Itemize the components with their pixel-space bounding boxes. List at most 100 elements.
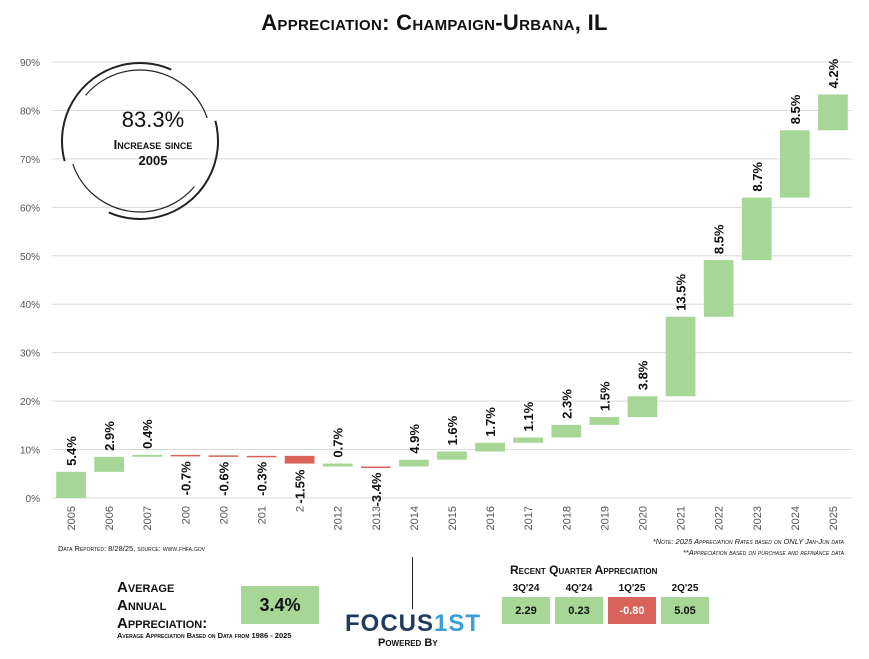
- x-tick-label: 2005: [66, 506, 78, 530]
- quarter-value-box: 0.23: [555, 597, 603, 624]
- waterfall-bar: [284, 455, 315, 464]
- data-label: 4.2%: [826, 58, 841, 88]
- footnote-1: *Note: 2025 Appreciation Rates based on …: [652, 537, 844, 546]
- data-label: -0.7%: [178, 461, 193, 495]
- x-tick-label: 2025: [828, 506, 840, 530]
- x-tick-label: 2006: [104, 506, 116, 530]
- x-tick-label: 2: [295, 506, 307, 512]
- increase-caption: Increase since 2005: [78, 137, 228, 169]
- data-label: -0.6%: [216, 461, 231, 495]
- x-tick-label: 200: [180, 506, 192, 524]
- x-tick-label: 2016: [485, 506, 497, 530]
- waterfall-bar: [703, 260, 734, 317]
- average-label-line1: Average: [117, 579, 175, 596]
- data-label: 8.5%: [712, 224, 727, 254]
- waterfall-bar: [741, 197, 772, 261]
- waterfall-bar: [780, 130, 810, 198]
- y-tick-label: 70%: [20, 155, 40, 166]
- increase-caption-line2: 2005: [138, 153, 168, 168]
- x-tick-label: 201: [257, 506, 269, 524]
- x-tick-label: 2019: [599, 506, 611, 530]
- data-label: 1.5%: [597, 381, 612, 411]
- waterfall-bar: [475, 442, 505, 452]
- data-label: 0.7%: [331, 428, 346, 458]
- waterfall-bar: [322, 463, 353, 467]
- waterfall-bar: [818, 94, 848, 131]
- waterfall-bar: [360, 466, 391, 469]
- x-tick-label: 2007: [142, 506, 154, 530]
- quarter-label: 3Q'24: [512, 583, 540, 594]
- data-label: -3.4%: [369, 472, 384, 506]
- quarter-label: 1Q'25: [618, 583, 646, 594]
- data-label: -0.3%: [255, 461, 270, 495]
- waterfall-bar: [589, 417, 620, 425]
- logo-text-main: FOCUS: [345, 610, 434, 637]
- x-tick-label: 2013: [371, 506, 383, 530]
- x-tick-label: 2023: [752, 506, 764, 530]
- data-label: 2.9%: [102, 421, 117, 451]
- x-tick-label: 2017: [523, 506, 535, 530]
- powered-by-label: Powered By: [378, 637, 438, 649]
- y-tick-label: 10%: [20, 446, 40, 457]
- x-tick-label: 2022: [714, 506, 726, 530]
- data-label: 5.4%: [64, 436, 79, 466]
- x-tick-label: 2012: [333, 506, 345, 530]
- data-label: 8.7%: [750, 162, 765, 192]
- data-label: 4.9%: [407, 424, 422, 454]
- average-annual-value: 3.4%: [241, 586, 319, 624]
- waterfall-bar: [132, 454, 163, 457]
- waterfall-bar: [627, 396, 658, 418]
- average-annual-label: Average Annual Appreciation:: [117, 579, 237, 633]
- x-tick-label: 2024: [790, 506, 802, 530]
- y-tick-label: 50%: [20, 252, 40, 263]
- y-tick-label: 90%: [20, 58, 40, 69]
- data-label: 2.3%: [559, 389, 574, 419]
- data-label: 0.4%: [140, 419, 155, 449]
- focus1st-logo: FOCUS1ST: [345, 610, 481, 638]
- data-label: 1.7%: [483, 407, 498, 437]
- y-tick-label: 80%: [20, 106, 40, 117]
- quarter-label: 2Q'25: [671, 583, 699, 594]
- page-title: Appreciation: Champaign-Urbana, IL: [261, 10, 608, 35]
- y-tick-label: 30%: [20, 349, 40, 360]
- recent-quarter-title: Recent Quarter Appreciation: [510, 563, 658, 577]
- data-label: -1.5%: [293, 469, 308, 503]
- quarter-value-box: 2.29: [502, 597, 550, 624]
- x-tick-label: 2021: [676, 506, 688, 530]
- quarter-value-box: -0.80: [608, 597, 656, 624]
- increase-caption-line1: Increase since: [113, 137, 193, 152]
- x-tick-label: 2018: [561, 506, 573, 530]
- data-label: 1.6%: [445, 415, 460, 445]
- waterfall-bar: [170, 454, 201, 457]
- increase-badge-ring: [61, 62, 219, 220]
- waterfall-bar: [208, 455, 239, 457]
- waterfall-bar: [665, 316, 696, 397]
- footnote-2: **Appreciation based on purchase and ref…: [682, 548, 844, 557]
- x-tick-label: 2020: [637, 506, 649, 530]
- y-tick-label: 0%: [26, 494, 41, 505]
- increase-percent: 83.3%: [121, 107, 185, 132]
- data-source-note: Data Reported: 8/28/25, source: www.fhfa…: [58, 544, 206, 553]
- data-label: 8.5%: [788, 94, 803, 124]
- data-label: 1.1%: [521, 401, 536, 431]
- waterfall-bar: [437, 451, 467, 460]
- footer-divider: [412, 557, 413, 609]
- y-tick-label: 40%: [20, 300, 40, 311]
- x-tick-label: 2015: [447, 506, 459, 530]
- waterfall-bar: [246, 455, 277, 458]
- quarter-value-box: 5.05: [661, 597, 709, 624]
- waterfall-bar: [56, 471, 86, 498]
- x-tick-label: 200: [218, 506, 230, 524]
- average-label-line3: Appreciation:: [117, 615, 208, 632]
- waterfall-bar: [551, 424, 582, 438]
- data-label: 3.8%: [635, 360, 650, 390]
- quarter-label: 4Q'24: [565, 583, 593, 594]
- average-label-line2: Annual: [117, 597, 167, 614]
- waterfall-bar: [513, 437, 544, 443]
- y-tick-label: 20%: [20, 397, 40, 408]
- waterfall-bar: [399, 459, 429, 467]
- waterfall-bar: [94, 456, 124, 472]
- x-tick-label: 2014: [409, 506, 421, 530]
- y-tick-label: 60%: [20, 203, 40, 214]
